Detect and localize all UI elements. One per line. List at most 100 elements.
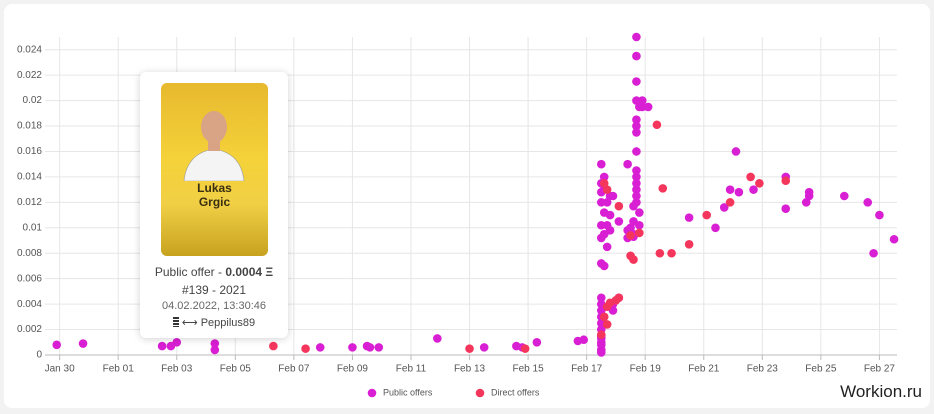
point	[626, 251, 635, 261]
owner: ⟷ Peppilus89	[181, 317, 256, 329]
legend-marker	[475, 388, 485, 398]
point	[684, 240, 694, 249]
point	[655, 248, 665, 258]
y-tick-label: 0.018	[17, 121, 42, 132]
point	[632, 166, 641, 175]
x-tick-label: Feb 11	[396, 364, 427, 375]
point	[579, 335, 589, 345]
point	[605, 226, 615, 235]
point	[315, 343, 325, 352]
point	[632, 128, 641, 137]
x-tick-label: Feb 21	[688, 364, 720, 375]
point	[804, 191, 814, 201]
y-tick-label: 0.012	[17, 197, 42, 208]
point	[596, 293, 606, 303]
point	[269, 341, 278, 351]
point	[614, 293, 624, 303]
serial: #139 - 2021	[181, 283, 247, 297]
point	[465, 344, 474, 353]
tooltip: Lukas Grgic Public offer - 0.0004 Ξ #139…	[140, 72, 288, 338]
player-figure	[183, 111, 245, 181]
point	[602, 185, 612, 194]
point	[532, 337, 542, 347]
point	[596, 330, 606, 339]
point	[635, 228, 644, 238]
y-tick-label: 0.016	[17, 146, 42, 157]
offer-line: Public offer - 0.0004 Ξ	[140, 265, 288, 279]
point	[172, 337, 182, 347]
point	[433, 334, 442, 343]
point	[755, 178, 764, 188]
point	[725, 185, 735, 194]
point	[839, 191, 849, 201]
point	[632, 121, 641, 131]
point	[632, 115, 641, 124]
y-tick-label: 0	[36, 350, 42, 361]
x-tick-label: Feb 05	[220, 364, 252, 375]
point	[863, 198, 873, 207]
point	[608, 191, 618, 201]
point	[632, 77, 641, 86]
point	[632, 191, 641, 201]
y-tick-label: 0.024	[17, 44, 42, 55]
point	[632, 185, 641, 194]
owner-line: ⟷ Peppilus89	[140, 316, 288, 329]
point	[632, 178, 641, 188]
point	[632, 51, 641, 61]
point	[602, 320, 612, 329]
x-tick-label: Feb 19	[630, 364, 662, 375]
card-name: Grgic	[198, 195, 231, 209]
icon	[172, 317, 179, 327]
point	[635, 220, 644, 230]
point	[479, 343, 489, 352]
point	[599, 261, 609, 271]
x-tick-label: Feb 17	[571, 364, 603, 375]
x-tick-label: Feb 09	[337, 364, 369, 375]
point	[635, 208, 644, 217]
card-image: Lukas Grgic	[161, 83, 268, 256]
x-tick-label: Feb 27	[864, 364, 896, 375]
x-tick-label: Feb 15	[513, 364, 545, 375]
y-tick-label: 0.006	[17, 273, 42, 284]
point	[614, 201, 624, 211]
x-tick-label: Feb 03	[161, 364, 193, 375]
y-tick-label: 0.014	[17, 172, 42, 183]
point	[210, 339, 220, 348]
point	[781, 204, 791, 214]
x-tick-label: Jan 30	[45, 364, 75, 375]
y-tick-label: 0.022	[17, 70, 42, 81]
point	[210, 345, 220, 355]
legend-marker	[367, 388, 377, 398]
point	[365, 343, 375, 352]
point	[596, 159, 606, 169]
point	[746, 172, 755, 182]
y-tick-label: 0.02	[23, 95, 43, 106]
offer-label: Public offer -	[154, 265, 223, 279]
point	[658, 184, 668, 193]
point	[157, 341, 167, 351]
date: 04.02.2022, 13:30:46	[162, 300, 266, 312]
point	[749, 185, 758, 194]
x-tick-label: Feb 13	[454, 364, 486, 375]
legend-label: Public offers	[383, 387, 433, 397]
point	[781, 176, 791, 186]
point	[78, 339, 88, 348]
point	[52, 340, 62, 350]
point	[599, 312, 609, 322]
point	[599, 172, 609, 182]
point	[602, 242, 612, 252]
offer-price: 0.0004 Ξ	[225, 265, 274, 279]
y-tick-label: 0.004	[17, 299, 42, 310]
y-tick-label: 0.01	[23, 222, 43, 233]
point	[889, 234, 899, 244]
point	[632, 198, 641, 207]
point	[348, 343, 357, 352]
card-name: Lukas	[197, 181, 232, 195]
point	[652, 120, 662, 130]
point	[632, 172, 641, 182]
point	[711, 223, 720, 233]
x-tick-label: Feb 25	[805, 364, 837, 375]
point	[520, 344, 530, 353]
point	[632, 32, 641, 42]
